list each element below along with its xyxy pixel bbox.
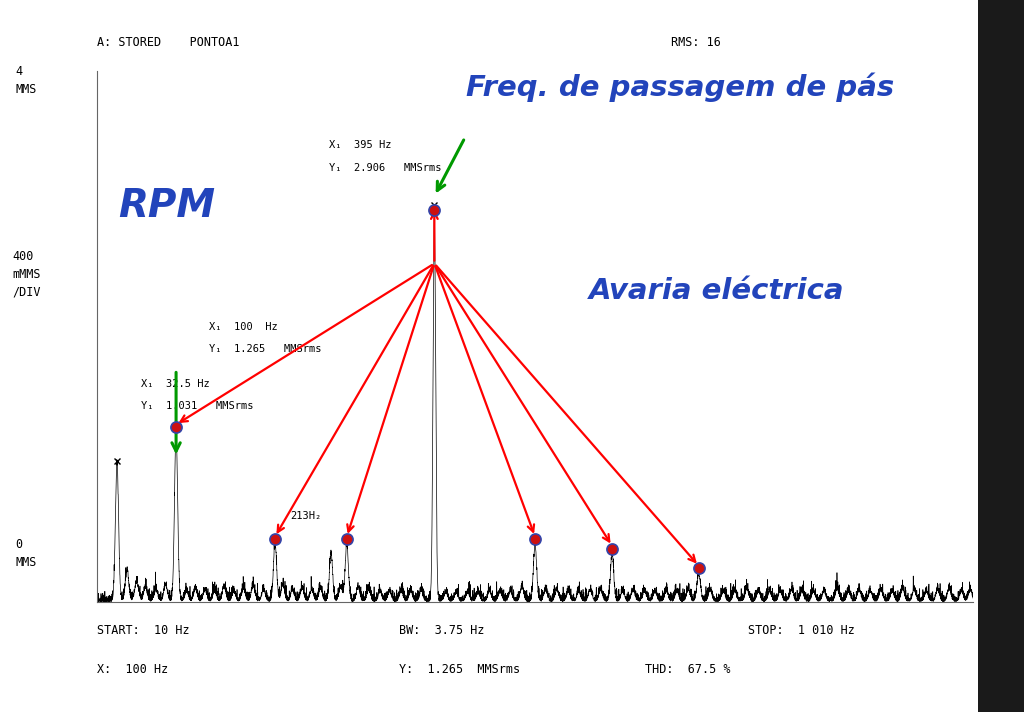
Text: X:  100 Hz: X: 100 Hz xyxy=(97,663,169,676)
Text: Y₁  2.906   MMSrms: Y₁ 2.906 MMSrms xyxy=(330,162,441,172)
Text: RMS: 16: RMS: 16 xyxy=(671,36,721,49)
Text: X₁  395 Hz: X₁ 395 Hz xyxy=(330,140,392,150)
Text: 4: 4 xyxy=(15,65,23,78)
Text: A: STORED    PONTOA1: A: STORED PONTOA1 xyxy=(97,36,240,49)
Text: RPM: RPM xyxy=(118,187,215,225)
Text: BW:  3.75 Hz: BW: 3.75 Hz xyxy=(399,624,484,637)
Text: X₁  32.5 Hz: X₁ 32.5 Hz xyxy=(141,379,210,389)
Text: Y₁  1.265   MMSrms: Y₁ 1.265 MMSrms xyxy=(209,345,322,355)
Text: MMS: MMS xyxy=(15,556,37,569)
Text: Freq. de passagem de pás: Freq. de passagem de pás xyxy=(466,73,894,102)
Text: /DIV: /DIV xyxy=(12,286,41,298)
Text: 213H₂: 213H₂ xyxy=(290,511,322,521)
Text: X₁  100  Hz: X₁ 100 Hz xyxy=(209,322,279,332)
Text: 0: 0 xyxy=(15,538,23,551)
Text: mMMS: mMMS xyxy=(12,268,41,281)
Text: MMS: MMS xyxy=(15,83,37,95)
Text: Y₁  1.031   MMSrms: Y₁ 1.031 MMSrms xyxy=(141,402,254,412)
Text: THD:  67.5 %: THD: 67.5 % xyxy=(645,663,730,676)
Text: START:  10 Hz: START: 10 Hz xyxy=(97,624,189,637)
Text: Y:  1.265  MMSrms: Y: 1.265 MMSrms xyxy=(399,663,520,676)
Text: 400: 400 xyxy=(12,250,34,263)
Text: Avaria eléctrica: Avaria eléctrica xyxy=(589,277,845,305)
Text: STOP:  1 010 Hz: STOP: 1 010 Hz xyxy=(748,624,854,637)
